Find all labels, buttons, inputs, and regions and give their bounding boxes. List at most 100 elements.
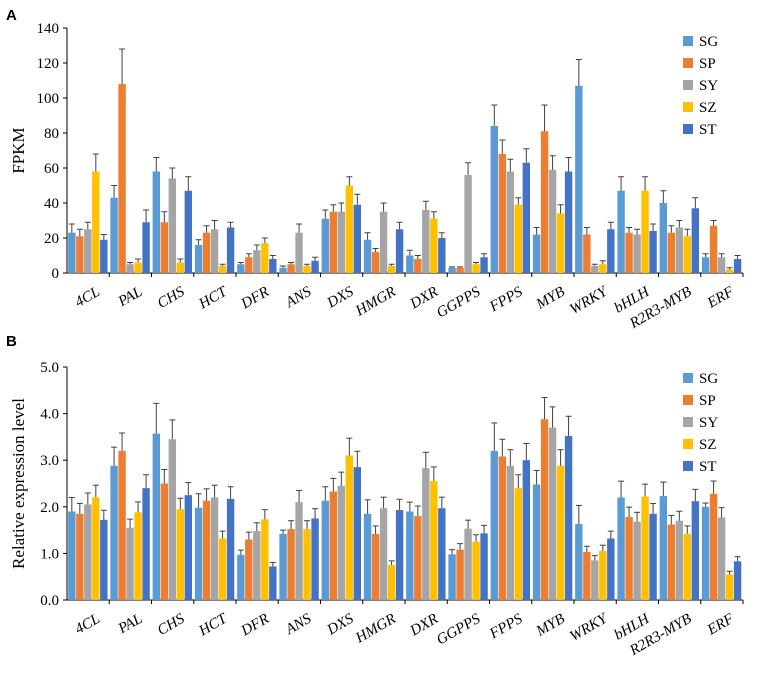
panel-a-letter: A: [6, 7, 17, 24]
bar-sp: [287, 529, 295, 600]
bar-st: [142, 488, 150, 600]
category-label: DXS: [324, 611, 357, 639]
bar-sz: [599, 264, 607, 273]
bar-sz: [725, 269, 734, 273]
bar-st: [311, 260, 319, 273]
bar-sz: [556, 465, 565, 600]
bar-sz: [599, 551, 607, 600]
legend-label-sz: SZ: [699, 437, 717, 453]
bar-sp: [371, 533, 380, 600]
bar-sg: [279, 267, 287, 273]
legend-swatch-st: [683, 124, 693, 134]
bar-sz: [92, 497, 100, 600]
y-axis-title: Relative expression level: [9, 398, 28, 569]
legend-label-sp: SP: [699, 393, 716, 409]
bar-st: [100, 239, 108, 273]
legend-swatch-st: [683, 461, 693, 471]
category-label: 4CL: [73, 284, 103, 311]
bar-st: [564, 171, 573, 273]
bar-sy: [633, 234, 641, 273]
bar-sg: [575, 524, 583, 600]
legend-swatch-sy: [683, 417, 693, 427]
bar-sz: [472, 264, 480, 273]
bar-sy: [548, 427, 557, 600]
bar-sp: [667, 232, 676, 273]
bar-sp: [498, 456, 507, 600]
bar-sp: [709, 493, 718, 600]
category-label: DFR: [238, 611, 272, 640]
bar-sy: [633, 521, 641, 600]
bar-sg: [152, 171, 161, 273]
bar-sg: [617, 497, 625, 600]
bar-sz: [683, 236, 692, 273]
bar-sp: [414, 259, 422, 273]
bar-st: [100, 519, 108, 600]
bar-sg: [490, 450, 499, 600]
bar-sy: [253, 531, 261, 600]
bar-sy: [591, 266, 599, 273]
bar-sp: [414, 516, 422, 600]
bar-sy: [295, 232, 303, 273]
bar-sg: [532, 234, 541, 273]
bar-sp: [456, 549, 464, 600]
y-tick-label: 80: [44, 126, 59, 142]
bar-st: [226, 498, 235, 600]
bar-sp: [667, 524, 676, 600]
bar-st: [269, 566, 277, 600]
bar-sg: [659, 203, 668, 273]
bar-sg: [68, 232, 76, 273]
bar-st: [733, 259, 742, 273]
bar-sp: [329, 491, 338, 600]
bar-sz: [683, 533, 692, 600]
y-tick-label: 2.0: [40, 500, 59, 516]
legend-label-st: ST: [699, 122, 717, 138]
bar-sp: [583, 234, 591, 273]
category-label: HMGR: [352, 284, 398, 320]
category-label: PAL: [115, 611, 145, 638]
bar-st: [353, 467, 362, 600]
bar-st: [311, 518, 319, 600]
bar-sy: [168, 178, 177, 273]
bar-st: [649, 231, 657, 273]
y-tick-label: 140: [37, 21, 60, 37]
bar-sy: [464, 175, 472, 273]
category-label: HCT: [196, 610, 232, 640]
legend-label-st: ST: [699, 459, 717, 475]
legend-swatch-sg: [683, 36, 693, 46]
bar-st: [691, 501, 700, 600]
bar-sz: [92, 171, 100, 273]
category-label: PAL: [115, 284, 145, 311]
bar-sg: [110, 197, 118, 273]
bar-st: [564, 435, 573, 600]
legend-swatch-sz: [683, 102, 693, 112]
bar-sp: [245, 257, 253, 273]
bar-sz: [430, 218, 438, 273]
bar-st: [607, 538, 615, 600]
legend-label-sz: SZ: [699, 100, 717, 116]
legend-label-sg: SG: [699, 34, 718, 50]
bar-sp: [371, 252, 380, 273]
bar-sz: [261, 519, 269, 600]
category-label: ANS: [282, 611, 314, 639]
y-axis-title: FPKM: [9, 127, 28, 173]
bar-st: [480, 533, 488, 600]
category-label: MYB: [533, 284, 568, 313]
category-label: DFR: [238, 284, 272, 313]
bar-sg: [321, 218, 330, 273]
category-label: ERF: [704, 611, 737, 640]
panel-b-letter: B: [6, 333, 17, 350]
bar-sy: [464, 528, 472, 600]
y-tick-label: 60: [44, 161, 59, 177]
legend-label-sp: SP: [699, 56, 716, 72]
y-tick-label: 0: [52, 266, 60, 282]
bar-sp: [456, 267, 464, 273]
category-label: FPPS: [486, 284, 526, 316]
bar-sz: [176, 509, 185, 600]
bar-sp: [202, 232, 211, 273]
bar-sg: [237, 264, 245, 273]
bar-sp: [625, 517, 633, 600]
bar-sg: [659, 496, 668, 600]
bar-sg: [406, 511, 414, 600]
bar-sy: [379, 508, 388, 600]
bar-sp: [540, 419, 549, 600]
